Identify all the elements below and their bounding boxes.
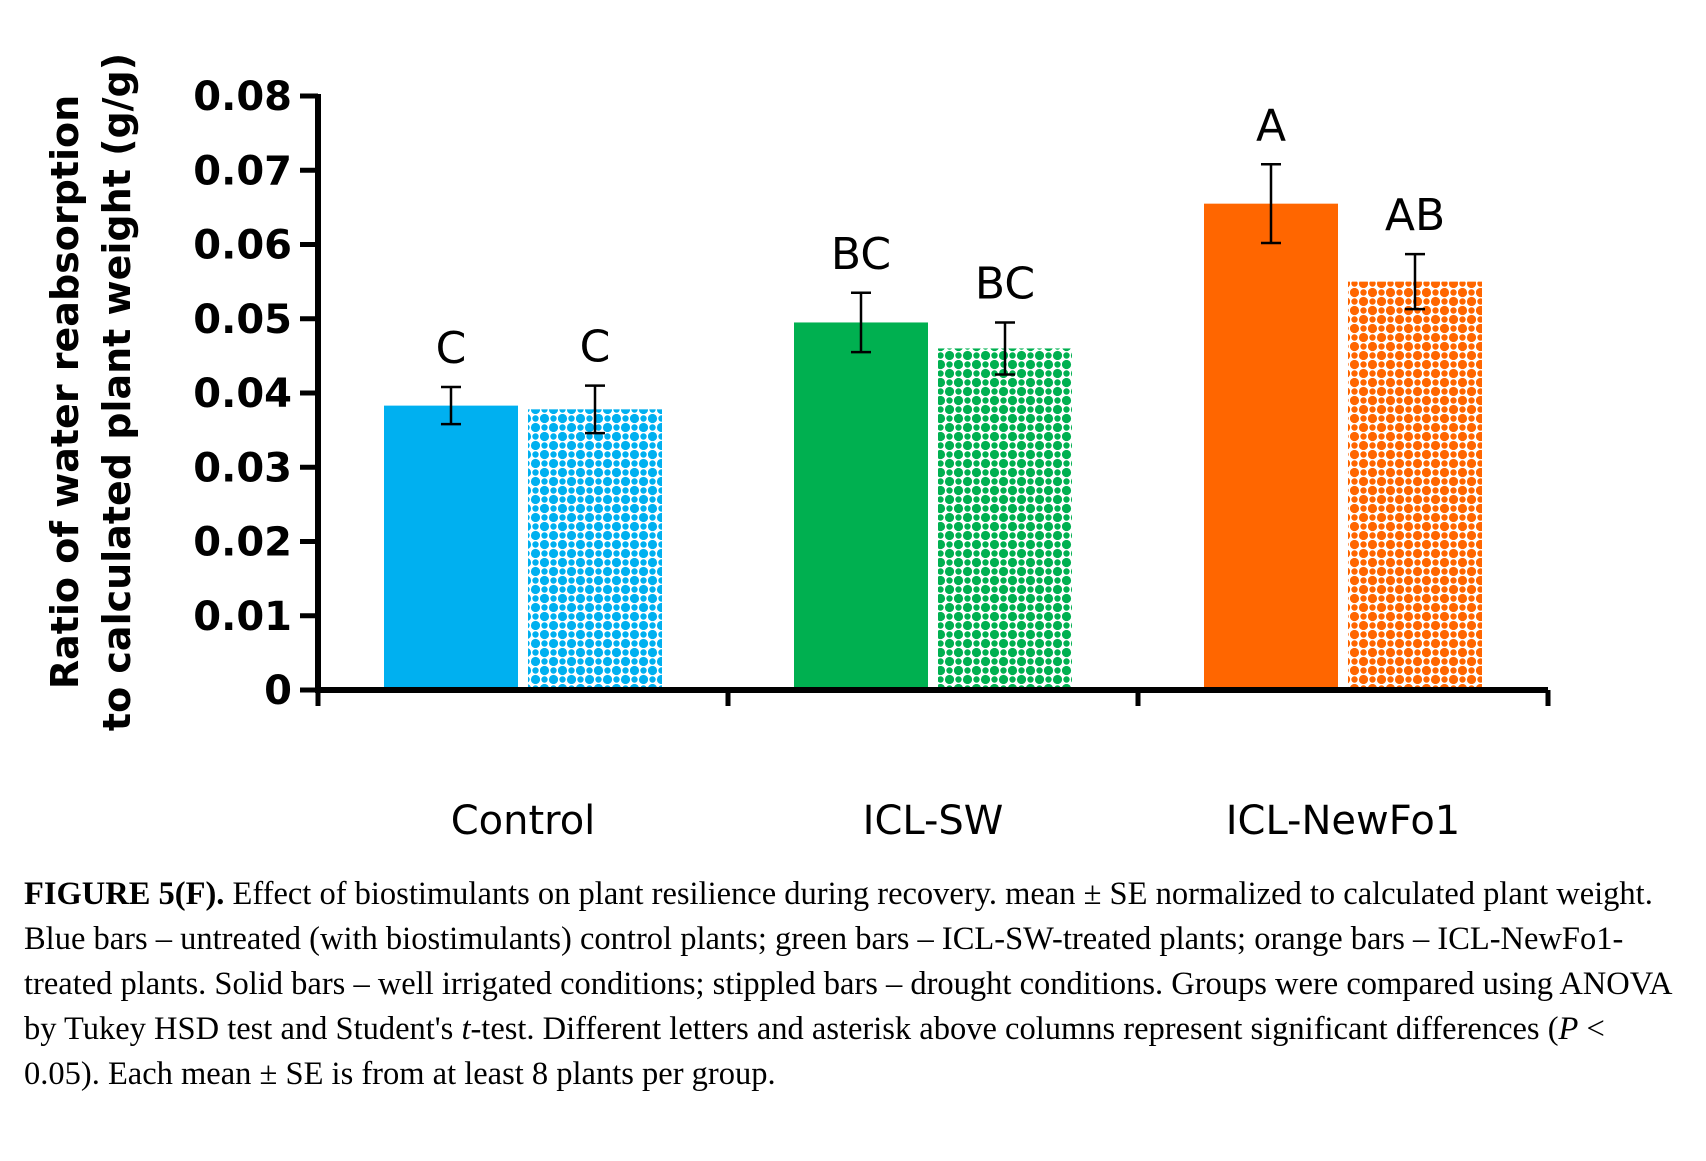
x-tick-label: ICL-SW bbox=[863, 798, 1004, 844]
sig-label-Control-solid: C bbox=[436, 323, 467, 374]
figure-caption: FIGURE 5(F). Effect of biostimulants on … bbox=[24, 872, 1684, 1097]
bar-ICL-NewFo1-solid bbox=[1204, 203, 1338, 690]
bar-ICL-SW-stippled bbox=[938, 348, 1072, 690]
caption-text-2: -test. Different letters and asterisk ab… bbox=[470, 1011, 1559, 1047]
y-tick-label: 0.01 bbox=[193, 594, 292, 640]
y-tick-labels: 0 0.01 0.02 0.03 0.04 0.05 0.06 0.07 0.08 bbox=[193, 74, 292, 714]
y-tick-label: 0.02 bbox=[193, 520, 292, 566]
y-tick-label: 0.04 bbox=[193, 371, 292, 417]
error-bar-ICL-SW-stippled bbox=[995, 321, 1015, 376]
y-tick-label: 0.06 bbox=[193, 223, 292, 269]
caption-text-3: < 0.05). Each mean ± SE is from at least… bbox=[24, 1011, 1605, 1092]
bars bbox=[384, 203, 1482, 690]
error-bars bbox=[441, 163, 1425, 435]
caption-p-italic: P bbox=[1558, 1011, 1579, 1047]
significance-labels: C C BC BC A AB bbox=[436, 100, 1446, 374]
x-tick-labels: Control ICL-SW ICL-NewFo1 bbox=[451, 798, 1461, 844]
error-bar-ICL-SW-solid bbox=[851, 291, 871, 354]
sig-label-ICL-SW-solid: BC bbox=[831, 229, 891, 280]
caption-text-1: Effect of biostimulants on plant resilie… bbox=[24, 876, 1671, 1047]
bar-Control-stippled bbox=[528, 409, 662, 690]
y-axis-label: Ratio of water reabsorption to calculated… bbox=[43, 53, 139, 731]
sig-label-Control-stippled: C bbox=[580, 322, 611, 373]
sig-label-ICL-NewFo1-solid: A bbox=[1256, 100, 1286, 151]
sig-label-ICL-SW-stippled: BC bbox=[975, 258, 1035, 309]
bar-ICL-SW-solid bbox=[794, 322, 928, 690]
axes bbox=[300, 93, 1551, 706]
caption-label: FIGURE 5(F). bbox=[24, 876, 225, 912]
error-bar-Control-solid bbox=[441, 385, 461, 426]
bar-ICL-NewFo1-stippled bbox=[1348, 281, 1482, 690]
y-tick-label: 0.08 bbox=[193, 74, 292, 120]
error-bar-ICL-NewFo1-stippled bbox=[1405, 252, 1425, 311]
caption-t-italic: t bbox=[461, 1011, 471, 1047]
error-bar-ICL-NewFo1-solid bbox=[1261, 163, 1281, 245]
y-tick-label: 0 bbox=[264, 668, 292, 714]
x-tick-label: Control bbox=[451, 798, 596, 844]
y-tick-label: 0.05 bbox=[193, 297, 292, 343]
sig-label-ICL-NewFo1-stippled: AB bbox=[1385, 190, 1445, 241]
bar-Control-solid bbox=[384, 405, 518, 690]
y-axis-label-line: to calculated plant weight (g/g) bbox=[95, 53, 139, 731]
bar-chart: Ratio of water reabsorption to calculated… bbox=[43, 53, 1551, 844]
y-tick-label: 0.03 bbox=[193, 445, 292, 491]
x-tick-label: ICL-NewFo1 bbox=[1226, 798, 1461, 844]
y-axis-label-line: Ratio of water reabsorption bbox=[43, 95, 87, 689]
y-tick-label: 0.07 bbox=[193, 148, 292, 194]
error-bar-Control-stippled bbox=[585, 384, 605, 435]
